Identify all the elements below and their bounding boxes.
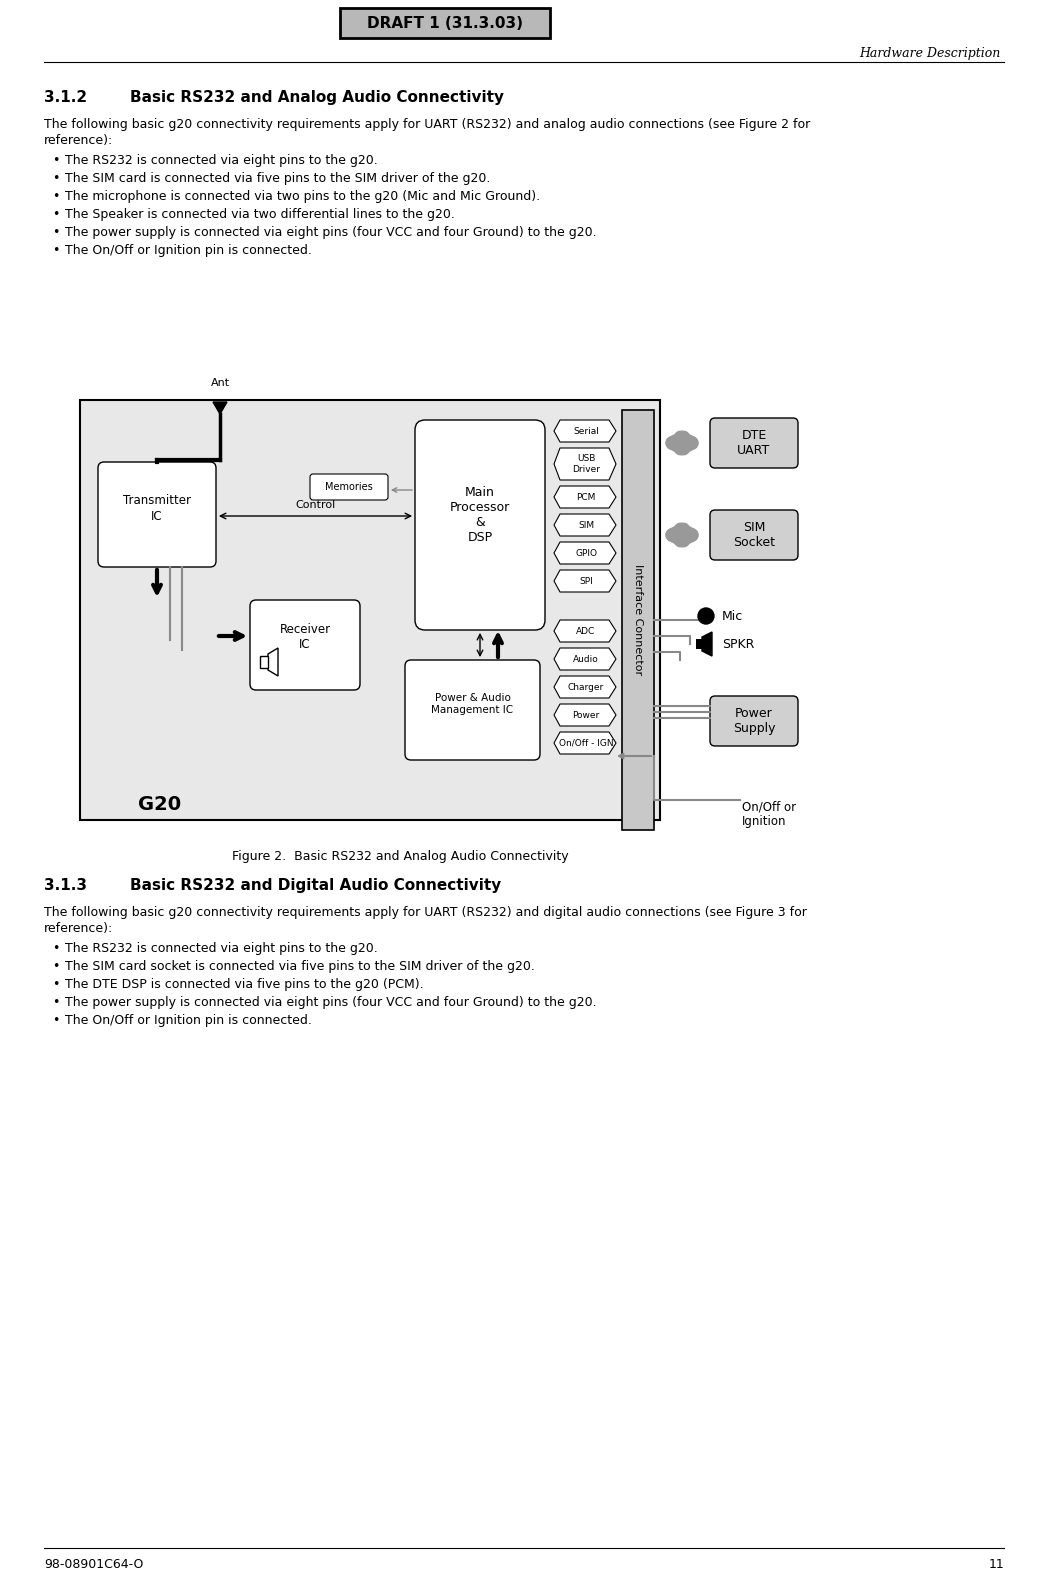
Polygon shape xyxy=(268,648,278,677)
Text: Ant: Ant xyxy=(211,378,230,388)
Text: Power
Supply: Power Supply xyxy=(733,706,776,735)
FancyBboxPatch shape xyxy=(709,510,798,560)
Text: DTE
UART: DTE UART xyxy=(738,429,770,457)
Text: •: • xyxy=(52,190,60,203)
FancyBboxPatch shape xyxy=(250,600,361,689)
Text: PCM: PCM xyxy=(576,493,595,501)
Text: Receiver
IC: Receiver IC xyxy=(280,623,330,652)
Text: The following basic g20 connectivity requirements apply for UART (RS232) and dig: The following basic g20 connectivity req… xyxy=(44,906,807,918)
Text: The RS232 is connected via eight pins to the g20.: The RS232 is connected via eight pins to… xyxy=(65,154,377,166)
Polygon shape xyxy=(554,542,616,564)
Text: SIM: SIM xyxy=(577,521,594,529)
FancyBboxPatch shape xyxy=(415,421,545,630)
Text: On/Off or
Ignition: On/Off or Ignition xyxy=(742,801,796,827)
Text: ADC: ADC xyxy=(576,626,595,636)
Text: •: • xyxy=(52,978,60,991)
Text: Power & Audio
Management IC: Power & Audio Management IC xyxy=(432,694,514,714)
Text: Hardware Description: Hardware Description xyxy=(858,47,1000,61)
Text: •: • xyxy=(52,226,60,239)
Text: 98-08901C64-O: 98-08901C64-O xyxy=(44,1557,144,1570)
Polygon shape xyxy=(213,402,227,414)
Polygon shape xyxy=(554,703,616,725)
Text: •: • xyxy=(52,243,60,257)
Polygon shape xyxy=(554,513,616,535)
Text: Main
Processor
&
DSP: Main Processor & DSP xyxy=(450,487,510,543)
Text: •: • xyxy=(52,942,60,955)
Text: 3.1.3: 3.1.3 xyxy=(44,878,87,893)
Text: •: • xyxy=(52,207,60,221)
Text: •: • xyxy=(52,995,60,1010)
Text: The following basic g20 connectivity requirements apply for UART (RS232) and ana: The following basic g20 connectivity req… xyxy=(44,118,810,130)
Text: The Speaker is connected via two differential lines to the g20.: The Speaker is connected via two differe… xyxy=(65,207,455,221)
Polygon shape xyxy=(554,620,616,642)
Text: The SIM card is connected via five pins to the SIM driver of the g20.: The SIM card is connected via five pins … xyxy=(65,173,490,185)
Text: USB
Driver: USB Driver xyxy=(572,454,601,474)
Text: Audio: Audio xyxy=(573,655,598,664)
Bar xyxy=(696,639,702,648)
Text: The power supply is connected via eight pins (four VCC and four Ground) to the g: The power supply is connected via eight … xyxy=(65,995,596,1010)
Text: The power supply is connected via eight pins (four VCC and four Ground) to the g: The power supply is connected via eight … xyxy=(65,226,596,239)
Text: The On/Off or Ignition pin is connected.: The On/Off or Ignition pin is connected. xyxy=(65,1014,312,1027)
Text: The On/Off or Ignition pin is connected.: The On/Off or Ignition pin is connected. xyxy=(65,243,312,257)
Text: Figure 2.  Basic RS232 and Analog Audio Connectivity: Figure 2. Basic RS232 and Analog Audio C… xyxy=(232,849,568,864)
FancyBboxPatch shape xyxy=(709,696,798,746)
Bar xyxy=(80,400,660,820)
Text: The SIM card socket is connected via five pins to the SIM driver of the g20.: The SIM card socket is connected via fiv… xyxy=(65,959,534,973)
Text: 11: 11 xyxy=(988,1557,1004,1570)
Text: On/Off - IGN: On/Off - IGN xyxy=(559,738,613,747)
Text: Memories: Memories xyxy=(325,482,373,491)
Text: SIM
Socket: SIM Socket xyxy=(733,521,776,550)
Polygon shape xyxy=(702,633,712,656)
Text: •: • xyxy=(52,154,60,166)
Text: Transmitter
IC: Transmitter IC xyxy=(123,495,191,523)
Polygon shape xyxy=(554,648,616,670)
Text: Control: Control xyxy=(296,499,336,510)
Polygon shape xyxy=(554,677,616,699)
Text: DRAFT 1 (31.3.03): DRAFT 1 (31.3.03) xyxy=(367,16,523,30)
Text: Charger: Charger xyxy=(568,683,604,691)
Text: Mic: Mic xyxy=(722,609,743,622)
Text: SPKR: SPKR xyxy=(722,637,755,650)
Text: Serial: Serial xyxy=(573,427,599,435)
Bar xyxy=(260,656,268,667)
Polygon shape xyxy=(554,447,616,480)
Text: reference):: reference): xyxy=(44,133,113,148)
Text: reference):: reference): xyxy=(44,922,113,936)
Text: •: • xyxy=(52,1014,60,1027)
Text: 3.1.2: 3.1.2 xyxy=(44,89,87,105)
FancyBboxPatch shape xyxy=(709,418,798,468)
Text: The RS232 is connected via eight pins to the g20.: The RS232 is connected via eight pins to… xyxy=(65,942,377,955)
FancyBboxPatch shape xyxy=(310,474,388,499)
Text: •: • xyxy=(52,959,60,973)
FancyBboxPatch shape xyxy=(99,462,216,567)
Polygon shape xyxy=(554,732,616,754)
Text: Power: Power xyxy=(572,711,599,719)
Polygon shape xyxy=(554,570,616,592)
Text: The DTE DSP is connected via five pins to the g20 (PCM).: The DTE DSP is connected via five pins t… xyxy=(65,978,423,991)
Text: GPIO: GPIO xyxy=(575,548,597,557)
Text: Interface Connector: Interface Connector xyxy=(633,565,643,675)
FancyBboxPatch shape xyxy=(405,659,540,760)
Bar xyxy=(340,8,550,38)
Text: •: • xyxy=(52,173,60,185)
Text: The microphone is connected via two pins to the g20 (Mic and Mic Ground).: The microphone is connected via two pins… xyxy=(65,190,540,203)
Text: G20: G20 xyxy=(138,794,181,813)
Text: Basic RS232 and Analog Audio Connectivity: Basic RS232 and Analog Audio Connectivit… xyxy=(130,89,504,105)
Circle shape xyxy=(698,608,714,623)
Polygon shape xyxy=(554,421,616,443)
Polygon shape xyxy=(554,487,616,509)
Bar xyxy=(623,410,654,831)
Text: SPI: SPI xyxy=(580,576,593,586)
Text: Basic RS232 and Digital Audio Connectivity: Basic RS232 and Digital Audio Connectivi… xyxy=(130,878,501,893)
